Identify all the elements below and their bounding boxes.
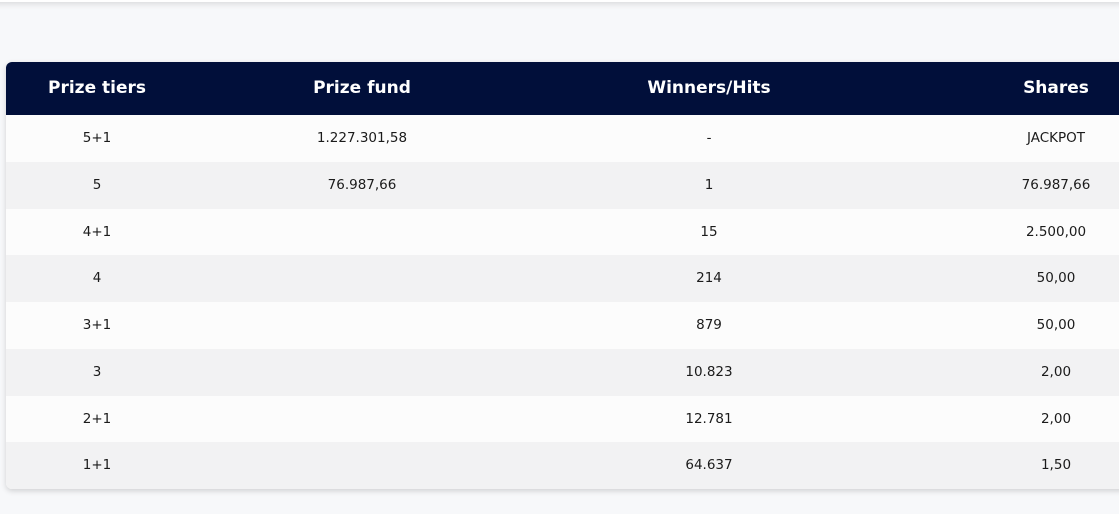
cell-shares: 76.987,66 [1021, 176, 1091, 193]
cell-tier: 1+1 [82, 457, 112, 474]
cell-tier: 5 [92, 176, 102, 193]
cell-tier: 2+1 [82, 410, 112, 427]
cell-shares: 50,00 [1036, 317, 1076, 333]
table-header: Prize tiers Prize fund Winners/Hits Shar… [6, 62, 1119, 115]
table-row: 1+1 64.637 1,50 [6, 442, 1119, 489]
table-row: 5+1 1.227.301,58 - JACKPOT [6, 115, 1119, 162]
cell-winners: 879 [696, 317, 722, 333]
previous-card [0, 0, 1119, 2]
cell-shares: 2,00 [1040, 410, 1072, 427]
cell-fund: 1.227.301,58 [316, 130, 408, 146]
cell-fund [262, 255, 462, 302]
table-row: 3 10.823 2,00 [6, 348, 1119, 396]
table-row: 4 214 50,00 [6, 255, 1119, 302]
cell-fund [262, 209, 462, 256]
header-winners-hits: Winners/Hits [647, 78, 771, 98]
cell-tier: 4+1 [82, 223, 112, 240]
cell-fund [262, 442, 462, 489]
cell-tier: 3 [92, 363, 102, 380]
cell-fund [262, 396, 462, 443]
cell-winners: - [706, 130, 712, 146]
table-row: 2+1 12.781 2,00 [6, 395, 1119, 443]
cell-tier: 3+1 [82, 317, 112, 333]
cell-winners: 64.637 [685, 457, 733, 474]
header-prize-tiers: Prize tiers [48, 78, 146, 98]
header-prize-fund: Prize fund [313, 78, 411, 98]
cell-winners: 1 [704, 176, 714, 193]
cell-fund [262, 302, 462, 349]
cell-winners: 12.781 [685, 410, 733, 427]
cell-winners: 15 [700, 223, 718, 240]
cell-fund: 76.987,66 [327, 176, 397, 193]
header-shares: Shares [1023, 78, 1089, 98]
prize-table: Prize tiers Prize fund Winners/Hits Shar… [6, 62, 1119, 489]
table-row: 4+1 15 2.500,00 [6, 208, 1119, 256]
cell-shares: 2.500,00 [1025, 223, 1087, 240]
cell-shares: 1,50 [1040, 457, 1072, 474]
cell-shares: JACKPOT [1026, 130, 1086, 146]
cell-tier: 5+1 [82, 130, 112, 146]
cell-winners: 10.823 [685, 363, 733, 380]
cell-shares: 50,00 [1036, 270, 1076, 287]
table-row: 3+1 879 50,00 [6, 302, 1119, 349]
cell-fund [262, 349, 462, 396]
cell-tier: 4 [92, 270, 102, 287]
table-row: 5 76.987,66 1 76.987,66 [6, 161, 1119, 209]
cell-winners: 214 [696, 270, 722, 287]
cell-shares: 2,00 [1040, 363, 1072, 380]
